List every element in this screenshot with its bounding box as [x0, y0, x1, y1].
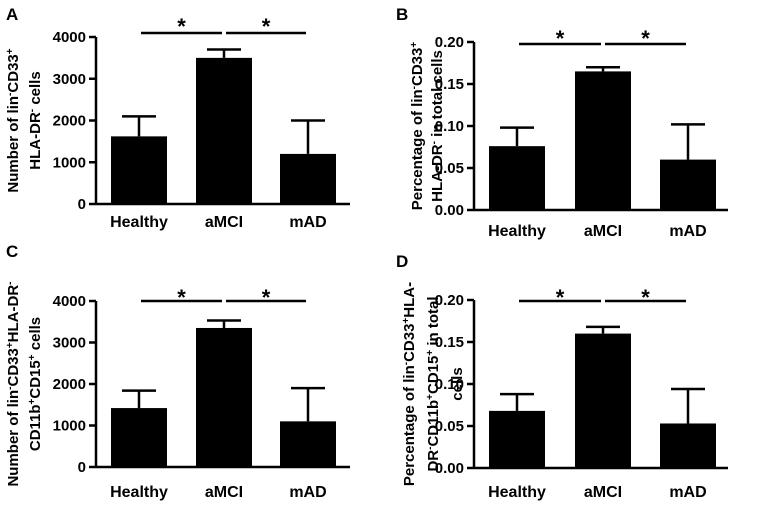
y-tick-label-c: 3000 [53, 335, 86, 352]
y-tick-label-d: 0.15 [435, 334, 464, 351]
significance-star-b: * [556, 26, 565, 51]
bar-a-healthy [111, 136, 167, 204]
category-label-d: aMCI [584, 484, 622, 501]
y-tick-label-d: 0.10 [435, 376, 464, 393]
bar-a-mad [280, 153, 336, 204]
y-tick-label-a: 2000 [53, 113, 86, 130]
significance-star-d: * [641, 285, 650, 310]
y-tick-label-b: 0.15 [435, 76, 464, 93]
y-tick-label-b: 0.00 [435, 202, 464, 219]
y-axis-label-b: HLA-DR- in total cells [429, 50, 447, 202]
category-label-c: aMCI [205, 484, 243, 501]
y-tick-label-c: 0 [78, 459, 86, 476]
y-axis-label-d: Percentage of lin-CD33+HLA- [401, 282, 419, 486]
significance-star-a: * [177, 14, 186, 39]
bar-b-healthy [489, 146, 545, 210]
panel-letter-d: D [396, 252, 408, 271]
bar-d-mad [660, 423, 716, 468]
bar-c-amci [196, 327, 252, 467]
panel-letter-a: A [6, 5, 18, 24]
significance-star-d: * [556, 285, 565, 310]
panel-letter-c: C [6, 242, 18, 261]
category-label-b: mAD [669, 223, 706, 240]
y-axis-label-c: CD11b+CD15+ cells [27, 317, 45, 451]
y-tick-label-a: 3000 [53, 71, 86, 88]
significance-star-a: * [262, 14, 271, 39]
y-tick-label-a: 0 [78, 196, 86, 213]
category-label-a: Healthy [110, 214, 168, 231]
y-tick-label-d: 0.05 [435, 418, 464, 435]
category-label-a: mAD [289, 214, 326, 231]
y-axis-label-b: Percentage of lin-CD33+ [409, 42, 427, 211]
y-tick-label-c: 4000 [53, 293, 86, 310]
panel-a: A 0 1000 2000 3000 4000 Healthy aMCI mAD * * Number… [5, 5, 350, 231]
panel-b: B 0.00 0.05 0.10 0.15 0.20 Healthy aMCI mAD * * Per… [396, 5, 728, 240]
y-axis-label-a: Number of lin-CD33+ [5, 48, 23, 192]
y-tick-label-c: 1000 [53, 418, 86, 435]
y-tick-label-b: 0.10 [435, 118, 464, 135]
bar-d-amci [575, 333, 631, 468]
panel-letter-b: B [396, 5, 408, 24]
significance-star-c: * [177, 285, 186, 310]
category-label-c: mAD [289, 484, 326, 501]
y-tick-label-c: 2000 [53, 376, 86, 393]
panel-c: C 0 1000 2000 3000 4000 Healthy aMCI mAD * * Number… [5, 242, 350, 501]
y-axis-label-d: DR-CD11b+CD15+ in total [425, 296, 443, 471]
y-tick-label-d: 0.20 [435, 292, 464, 309]
panel-d: D 0.00 0.05 0.10 0.15 0.20 Healthy aMCI mAD * * Per… [396, 252, 728, 501]
bar-c-healthy [111, 408, 167, 467]
category-label-a: aMCI [205, 214, 243, 231]
category-label-b: Healthy [488, 223, 546, 240]
bar-b-mad [660, 159, 716, 210]
y-tick-label-a: 1000 [53, 154, 86, 171]
bar-c-mad [280, 421, 336, 467]
category-label-b: aMCI [584, 223, 622, 240]
y-tick-label-d: 0.00 [435, 460, 464, 477]
y-tick-label-b: 0.20 [435, 34, 464, 51]
significance-star-c: * [262, 285, 271, 310]
bar-a-amci [196, 57, 252, 204]
category-label-d: mAD [669, 484, 706, 501]
category-label-d: Healthy [488, 484, 546, 501]
y-axis-label-d: cells [449, 367, 466, 400]
category-label-c: Healthy [110, 484, 168, 501]
bar-b-amci [575, 71, 631, 211]
y-tick-label-b: 0.05 [435, 160, 464, 177]
y-tick-label-a: 4000 [53, 29, 86, 46]
significance-star-b: * [641, 26, 650, 51]
bar-d-healthy [489, 410, 545, 468]
y-axis-label-a: HLA-DR- cells [27, 71, 45, 169]
y-axis-label-c: Number of lin-CD33+HLA-DR- [5, 281, 23, 486]
